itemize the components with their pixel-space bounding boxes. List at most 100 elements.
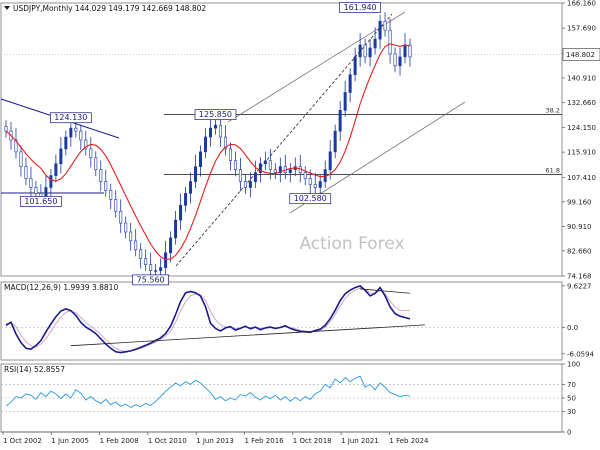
x-tick-label: 1 Jun 2021	[341, 437, 379, 445]
candle-body	[139, 249, 143, 259]
candle-body	[403, 44, 407, 58]
x-tick-label: 1 Feb 2024	[389, 437, 429, 445]
candle-body	[34, 187, 38, 194]
candle-body	[278, 166, 282, 173]
candle-body	[59, 148, 63, 165]
price-label: 102.580	[294, 194, 327, 203]
rsi-y-tick-label: 30	[567, 408, 576, 416]
candle-body	[144, 258, 148, 265]
candle-body	[114, 199, 118, 212]
rising-dashed-line	[175, 13, 393, 267]
macd-panel-frame	[0, 281, 563, 361]
y-tick-label: 82.660	[567, 247, 592, 255]
candle-body	[363, 44, 367, 58]
x-tick-label: 1 Jun 2005	[51, 437, 89, 445]
candle-body	[79, 130, 83, 141]
candle-body	[308, 178, 312, 185]
candle-body	[378, 20, 382, 40]
price-label-box	[49, 112, 92, 124]
candle-body	[268, 160, 272, 170]
candle-body	[14, 139, 18, 153]
rsi-y-tick-label: 50	[567, 395, 576, 403]
candle-body	[89, 148, 93, 159]
channel-upper-line	[227, 11, 406, 123]
candle-body	[368, 47, 372, 58]
candle-body	[223, 136, 227, 150]
candle-body	[213, 124, 217, 129]
candle-body	[218, 124, 222, 138]
candle-body	[119, 210, 123, 224]
price-label: 75.560	[137, 275, 165, 284]
candle-body	[94, 157, 98, 170]
price-label: 125.850	[199, 110, 232, 119]
rsi-y-tick-label: 100	[567, 361, 580, 369]
price-label-box	[20, 196, 62, 207]
candle-body	[179, 204, 183, 221]
x-tick-label: 1 Feb 2008	[100, 437, 139, 445]
macd-title: MACD(12,26,9) 1.9939 3.8810	[4, 283, 118, 292]
candle-body	[288, 169, 292, 173]
candle-body	[24, 166, 28, 179]
price-label: 101.650	[24, 197, 57, 206]
candle-body	[343, 92, 347, 111]
candle-body	[174, 219, 178, 239]
rsi-y-tick-label: 0	[567, 429, 571, 437]
price-label-box	[132, 274, 169, 286]
candle-body	[358, 44, 362, 58]
candle-body	[393, 53, 397, 67]
price-label-box	[339, 2, 381, 13]
candle-body	[69, 127, 73, 138]
y-tick-label: 140.910	[567, 74, 596, 82]
candle-body	[383, 20, 387, 31]
candle-body	[248, 181, 252, 188]
candle-body	[74, 127, 78, 132]
x-tick-label: 1 Feb 2016	[245, 437, 285, 445]
candle-body	[184, 193, 188, 206]
candle-body	[353, 56, 357, 75]
candle-body	[243, 181, 247, 188]
y-tick-label: 99.160	[567, 198, 592, 206]
candle-body	[333, 130, 337, 153]
y-tick-label: 157.690	[567, 25, 596, 33]
main-chart-title: USDJPY,Monthly 144.029 149.179 142.669 1…	[13, 4, 206, 13]
candle-body	[164, 252, 168, 268]
price-label-box	[289, 193, 332, 205]
macd-trend-line	[360, 288, 411, 294]
candle-body	[64, 136, 68, 150]
candle-body	[408, 44, 412, 58]
candle-body	[4, 126, 8, 132]
candle-body	[109, 190, 113, 200]
candle-body	[273, 169, 277, 173]
candle-body	[348, 74, 352, 93]
y-tick-label: 74.168	[567, 273, 592, 281]
candle-body	[129, 231, 133, 242]
candle-body	[318, 181, 322, 188]
candle-body	[29, 178, 33, 188]
candle-body	[99, 169, 103, 182]
y-tick-label: 107.410	[567, 174, 596, 182]
candle-body	[228, 148, 232, 162]
candle-body	[388, 29, 392, 55]
candle-body	[44, 187, 48, 197]
x-tick-label: 1 Oct 2002	[3, 437, 42, 445]
candle-body	[189, 181, 193, 194]
candle-body	[199, 151, 203, 167]
price-label: 124.130	[54, 113, 87, 122]
rsi-title: RSI(14) 52.8557	[4, 365, 65, 374]
candle-body	[398, 56, 402, 67]
y-tick-label: 115.910	[567, 149, 596, 157]
candle-body	[54, 163, 58, 176]
x-tick-label: 1 Jun 2013	[196, 437, 234, 445]
x-tick-label: 1 Oct 2010	[148, 437, 187, 445]
candle-body	[154, 270, 158, 272]
candle-body	[373, 38, 377, 49]
candle-body	[328, 151, 332, 170]
candle-body	[49, 175, 53, 188]
candle-body	[233, 160, 237, 170]
candle-body	[104, 181, 108, 191]
candle-body	[124, 222, 128, 233]
candle-body	[208, 127, 212, 138]
last-price-label: 148.802	[566, 51, 595, 59]
candle-body	[39, 193, 43, 197]
